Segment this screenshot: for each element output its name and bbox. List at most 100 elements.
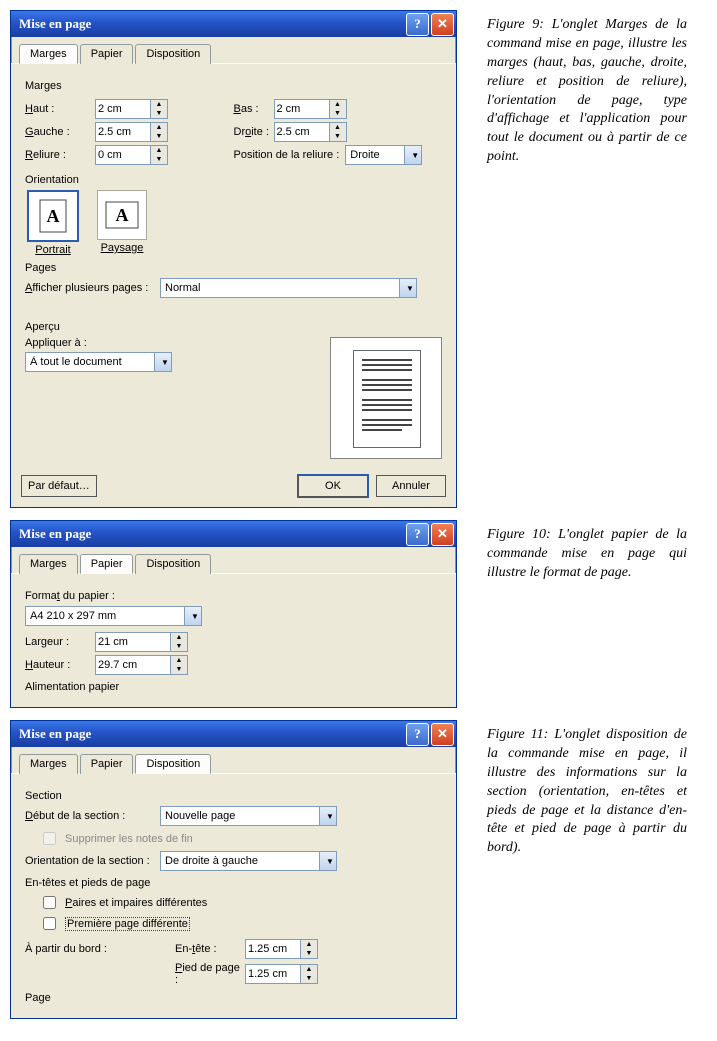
figure-9-caption: Figure 9: L'onglet Marges de la command … (487, 10, 687, 167)
dropdown-icon[interactable]: ▼ (405, 145, 422, 165)
dropdown-icon[interactable]: ▼ (320, 851, 337, 871)
gauche-input[interactable] (95, 122, 151, 142)
orientation-portrait-button[interactable]: A (27, 190, 79, 242)
entete-input[interactable] (245, 939, 301, 959)
spin-down-icon[interactable]: ▼ (330, 109, 346, 118)
affpp-label: Afficher plusieurs pages : (25, 282, 160, 294)
help-icon[interactable]: ? (406, 723, 429, 746)
tab-marges[interactable]: Marges (19, 44, 78, 64)
spin-up-icon[interactable]: ▲ (151, 100, 167, 109)
hauteur-input[interactable] (95, 655, 171, 675)
dialog-mise-en-page-papier: Mise en page ? ✕ Marges Papier Dispositi… (10, 520, 457, 708)
tab-papier[interactable]: Papier (80, 554, 134, 574)
tab-disposition[interactable]: Disposition (135, 44, 211, 64)
spin-down-icon[interactable]: ▼ (151, 109, 167, 118)
spin-down-icon[interactable]: ▼ (151, 132, 167, 141)
help-icon[interactable]: ? (406, 523, 429, 546)
debut-section-combo[interactable] (160, 806, 320, 826)
spin-down-icon[interactable]: ▼ (151, 155, 167, 164)
reliure-label: Reliure : (25, 149, 95, 161)
debut-section-label: Début de la section : (25, 810, 160, 822)
close-icon[interactable]: ✕ (431, 723, 454, 746)
spin-up-icon[interactable]: ▲ (330, 123, 346, 132)
dropdown-icon[interactable]: ▼ (400, 278, 417, 298)
orientation-paysage-button[interactable]: A (97, 190, 147, 240)
ok-button[interactable]: OK (298, 475, 368, 497)
reliure-input[interactable] (95, 145, 151, 165)
dropdown-icon[interactable]: ▼ (185, 606, 202, 626)
bas-input[interactable] (274, 99, 330, 119)
spin-up-icon[interactable]: ▲ (330, 100, 346, 109)
titlebar[interactable]: Mise en page ? ✕ (11, 11, 456, 37)
largeur-label: Largeur : (25, 636, 95, 648)
figure-10-caption: Figure 10: L'onglet papier de la command… (487, 520, 687, 583)
a-partir-du-bord-label: À partir du bord : (25, 943, 175, 955)
dropdown-icon[interactable]: ▼ (320, 806, 337, 826)
supprimer-notes-label: Supprimer les notes de fin (65, 833, 193, 845)
dialog-title: Mise en page (19, 16, 91, 32)
pied-input[interactable] (245, 964, 301, 984)
paysage-label: Paysage (97, 242, 147, 254)
droite-input[interactable] (274, 122, 330, 142)
group-section-label: Section (25, 790, 442, 802)
portrait-label: Portrait (27, 244, 79, 256)
spin-up-icon[interactable]: ▲ (301, 940, 317, 949)
dropdown-icon[interactable]: ▼ (155, 352, 172, 372)
tab-papier[interactable]: Papier (80, 44, 134, 64)
group-orientation-label: Orientation (25, 174, 442, 186)
titlebar[interactable]: Mise en page ? ✕ (11, 721, 456, 747)
supprimer-notes-checkbox (43, 832, 56, 845)
orientation-section-combo[interactable] (160, 851, 320, 871)
spin-down-icon[interactable]: ▼ (171, 642, 187, 651)
annuler-button[interactable]: Annuler (376, 475, 446, 497)
alimentation-label: Alimentation papier (25, 681, 442, 693)
spin-up-icon[interactable]: ▲ (171, 633, 187, 642)
pos-reliure-combo[interactable] (345, 145, 405, 165)
spin-down-icon[interactable]: ▼ (330, 132, 346, 141)
tabstrip: Marges Papier Disposition (11, 37, 456, 64)
spin-down-icon[interactable]: ▼ (171, 665, 187, 674)
close-icon[interactable]: ✕ (431, 13, 454, 36)
group-pages-label: Pages (25, 262, 442, 274)
spin-up-icon[interactable]: ▲ (301, 965, 317, 974)
group-page-label: Page (25, 992, 442, 1004)
appliquer-a-combo[interactable] (25, 352, 155, 372)
bas-label: Bas : (234, 103, 274, 115)
spin-up-icon[interactable]: ▲ (171, 656, 187, 665)
affpp-combo[interactable] (160, 278, 400, 298)
largeur-input[interactable] (95, 632, 171, 652)
dialog-title: Mise en page (19, 726, 91, 742)
paires-impaires-checkbox[interactable] (43, 896, 56, 909)
dialog-mise-en-page-marges: Mise en page ? ✕ Marges Papier Dispositi… (10, 10, 457, 508)
premiere-page-checkbox[interactable] (43, 917, 56, 930)
group-entetes-label: En-têtes et pieds de page (25, 877, 442, 889)
paires-impaires-label: Paires et impaires différentes (65, 897, 207, 909)
svg-text:A: A (116, 205, 129, 225)
spin-down-icon[interactable]: ▼ (301, 949, 317, 958)
dialog-mise-en-page-disposition: Mise en page ? ✕ Marges Papier Dispositi… (10, 720, 457, 1019)
spin-up-icon[interactable]: ▲ (151, 123, 167, 132)
premiere-page-label: Première page différente (65, 917, 190, 931)
par-defaut-button[interactable]: Par défaut… (21, 475, 97, 497)
tab-disposition[interactable]: Disposition (135, 554, 211, 574)
appliquer-a-label: Appliquer à : (25, 337, 172, 349)
haut-label: Haut : (25, 103, 95, 115)
spin-up-icon[interactable]: ▲ (151, 146, 167, 155)
droite-label: Droite : (234, 126, 274, 138)
tab-marges[interactable]: Marges (19, 754, 78, 774)
dialog-title: Mise en page (19, 526, 91, 542)
tab-marges[interactable]: Marges (19, 554, 78, 574)
orientation-section-label: Orientation de la section : (25, 855, 160, 867)
pos-reliure-label: Position de la reliure : (234, 149, 340, 161)
haut-input[interactable] (95, 99, 151, 119)
help-icon[interactable]: ? (406, 13, 429, 36)
tab-papier[interactable]: Papier (80, 754, 134, 774)
format-papier-combo[interactable] (25, 606, 185, 626)
figure-11-caption: Figure 11: L'onglet disposition de la co… (487, 720, 687, 858)
gauche-label: Gauche : (25, 126, 95, 138)
preview-pane (330, 337, 442, 459)
spin-down-icon[interactable]: ▼ (301, 974, 317, 983)
tab-disposition[interactable]: Disposition (135, 754, 211, 774)
titlebar[interactable]: Mise en page ? ✕ (11, 521, 456, 547)
close-icon[interactable]: ✕ (431, 523, 454, 546)
